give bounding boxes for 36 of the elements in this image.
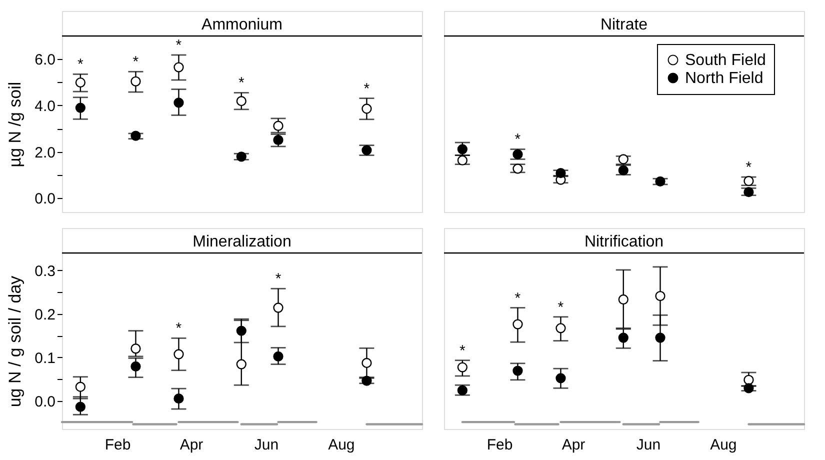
chart-title: Nitrification (584, 234, 664, 250)
annotation: * (176, 36, 182, 54)
x-tick-label: Aug (710, 436, 737, 454)
annotation: * (514, 290, 521, 307)
annotation: * (78, 56, 84, 74)
annotation: * (132, 54, 139, 71)
y-tick-label: 2.0 (34, 144, 56, 162)
x-tick-label: Apr (562, 436, 586, 454)
y-tick-label: 6.0 (34, 52, 56, 69)
y-tick-label: 0.2 (34, 306, 56, 324)
x-tick-label: Jun (254, 436, 279, 454)
chart-title: Ammonium (202, 16, 282, 34)
y-tick-label: 4.0 (34, 98, 56, 115)
annotation: * (275, 270, 282, 288)
annotation: * (514, 131, 521, 148)
legend-label: South Field (685, 52, 766, 69)
x-tick-label: Jun (636, 436, 661, 454)
x-tick-label: Apr (180, 436, 204, 454)
annotation: * (364, 80, 370, 98)
x-tick-label: Feb (104, 436, 131, 454)
y-tick-label: 0.0 (34, 190, 56, 208)
y-tick-label: 0.1 (34, 350, 56, 367)
y-axis-title: µg N /g soil (6, 82, 25, 168)
annotation: * (238, 74, 244, 92)
annotation: * (746, 159, 752, 176)
annotation: * (176, 320, 182, 338)
chart-title: Nitrate (600, 16, 648, 34)
chart-title: Mineralization (192, 234, 292, 250)
legend-label: North Field (685, 70, 764, 87)
x-tick-label: Aug (328, 436, 355, 454)
y-tick-label: 0.0 (34, 393, 56, 410)
annotation: * (460, 342, 466, 360)
x-tick-label: Feb (486, 436, 513, 454)
y-tick-label: 0.3 (34, 262, 56, 280)
y-axis-title: ug N / g soil / day (6, 275, 25, 408)
annotation: * (558, 298, 564, 316)
